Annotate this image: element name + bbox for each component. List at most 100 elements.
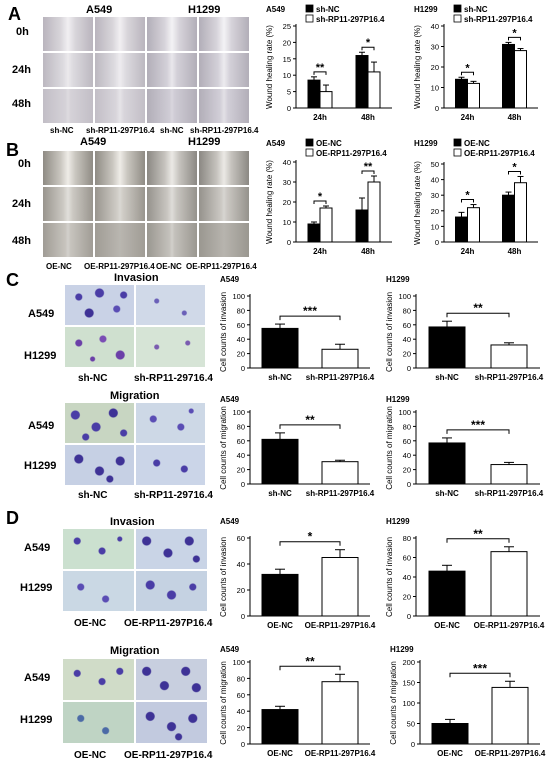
x-tick-label: OE-RP11-297P16.4 [305, 621, 376, 630]
scratch-image [198, 222, 250, 258]
y-axis-label: Wound healing rate (%) [265, 160, 274, 244]
row-label-48h: 48h [12, 98, 31, 110]
chart-title: H1299 [414, 139, 438, 148]
scratch-image [146, 186, 198, 222]
sig-marker: * [318, 191, 323, 203]
y-tick-label: 80 [403, 534, 411, 543]
bar [261, 709, 299, 745]
sig-marker: *** [303, 304, 317, 318]
y-tick-label: 5 [287, 88, 291, 97]
chart-h1299-invasion-oe: H1299 Cell counts of invasion 0 20 40 60 80 OE-… [385, 517, 545, 630]
y-tick-label: 20 [283, 198, 291, 207]
col-label: OE-RP11-297P16.4 [124, 750, 213, 761]
sig-bracket [279, 665, 341, 671]
img-title-a549: A549 [80, 136, 107, 148]
migration-image-grid-d [62, 658, 208, 744]
y-tick-label: 0 [411, 740, 415, 749]
scratch-image [42, 16, 94, 52]
row-label-h1299: H1299 [24, 350, 57, 362]
y-tick-label: 60 [237, 691, 245, 700]
y-axis-label: Cell counts of migration [219, 406, 228, 490]
x-tick-label: 24h [461, 247, 475, 256]
y-tick-label: 30 [431, 43, 439, 52]
stain-image [62, 701, 135, 744]
row-label-h1299: H1299 [20, 582, 53, 594]
y-tick-label: 60 [237, 534, 245, 543]
legend-swatch [305, 148, 314, 157]
stain-image [135, 570, 208, 612]
bar [261, 438, 299, 485]
chart-h1299-wound-oe: H1299 Wound healing rate (%) 0 10 20 30 40 50 OE… [413, 138, 538, 256]
scratch-image [94, 186, 146, 222]
chart-a549-wound-sh: A549 Wound healing rate (%) 0 5 10 15 20 25 sh-N… [265, 4, 392, 122]
legend-label: sh-RP11-297P16.4 [316, 15, 385, 24]
y-tick-label: 25 [283, 22, 291, 31]
row-label-24h: 24h [12, 64, 31, 76]
stain-image [135, 528, 208, 570]
col-label: OE-RP11-297P16.4 [84, 262, 155, 271]
bar [319, 207, 333, 243]
y-tick-label: 100 [402, 699, 415, 708]
scratch-image-grid-a [42, 16, 250, 124]
y-tick-label: 0 [241, 740, 245, 749]
col-label: sh-NC [78, 373, 108, 384]
stain-image [135, 402, 206, 444]
sig-bracket [446, 312, 510, 318]
scratch-image [146, 222, 198, 258]
bar [467, 207, 480, 243]
bar [321, 348, 359, 369]
y-tick-label: 40 [431, 22, 439, 31]
scratch-image [146, 16, 198, 52]
sig-marker: * [366, 37, 371, 49]
y-tick-label: 100 [232, 408, 245, 417]
y-tick-label: 100 [232, 658, 245, 667]
y-tick-label: 100 [398, 292, 411, 301]
bar [355, 55, 369, 109]
y-tick-label: 0 [435, 104, 439, 113]
y-tick-label: 30 [431, 191, 439, 200]
y-tick-label: 20 [431, 207, 439, 216]
row-label-a549: A549 [24, 672, 51, 684]
bar [455, 216, 468, 243]
y-axis-label: Cell counts of migration [219, 661, 228, 745]
bar [261, 573, 299, 617]
y-tick-label: 0 [241, 364, 245, 373]
x-tick-label: sh-RP11-297P16.4 [306, 489, 375, 498]
row-label-0h: 0h [16, 26, 29, 38]
sig-marker: * [512, 27, 517, 39]
legend-swatch [305, 138, 314, 147]
bar [490, 344, 528, 369]
x-tick-label: 48h [361, 247, 375, 256]
sig-bracket [313, 200, 327, 204]
y-tick-label: 40 [237, 451, 245, 460]
bar [261, 327, 299, 369]
x-tick-label: sh-NC [435, 373, 459, 382]
legend-swatch [305, 4, 314, 13]
y-tick-label: 40 [403, 335, 411, 344]
y-tick-label: 50 [407, 720, 415, 729]
y-tick-label: 50 [431, 160, 439, 169]
row-label-a549: A549 [28, 308, 55, 320]
chart-title: A549 [220, 645, 240, 654]
y-tick-label: 10 [283, 71, 291, 80]
x-tick-label: OE-RP11-297P16.4 [474, 621, 545, 630]
y-tick-label: 20 [403, 350, 411, 359]
scratch-image [94, 16, 146, 52]
chart-title: H1299 [390, 645, 414, 654]
chart-h1299-invasion-sh: H1299 Cell counts of invasion 0 20 40 60 80 100… [385, 275, 544, 382]
sig-marker: * [308, 530, 313, 544]
y-tick-label: 80 [403, 306, 411, 315]
y-tick-label: 40 [237, 707, 245, 716]
scratch-image [42, 52, 94, 88]
scratch-image [146, 52, 198, 88]
x-tick-label: 24h [461, 113, 475, 122]
y-tick-label: 0 [241, 480, 245, 489]
sig-bracket [508, 170, 521, 175]
col-label: OE-NC [156, 262, 182, 271]
bar [321, 681, 359, 745]
y-tick-label: 80 [237, 422, 245, 431]
scratch-image [198, 88, 250, 124]
bar [490, 464, 528, 485]
y-axis-label: Cell counts of invasion [385, 292, 394, 372]
y-tick-label: 40 [403, 573, 411, 582]
